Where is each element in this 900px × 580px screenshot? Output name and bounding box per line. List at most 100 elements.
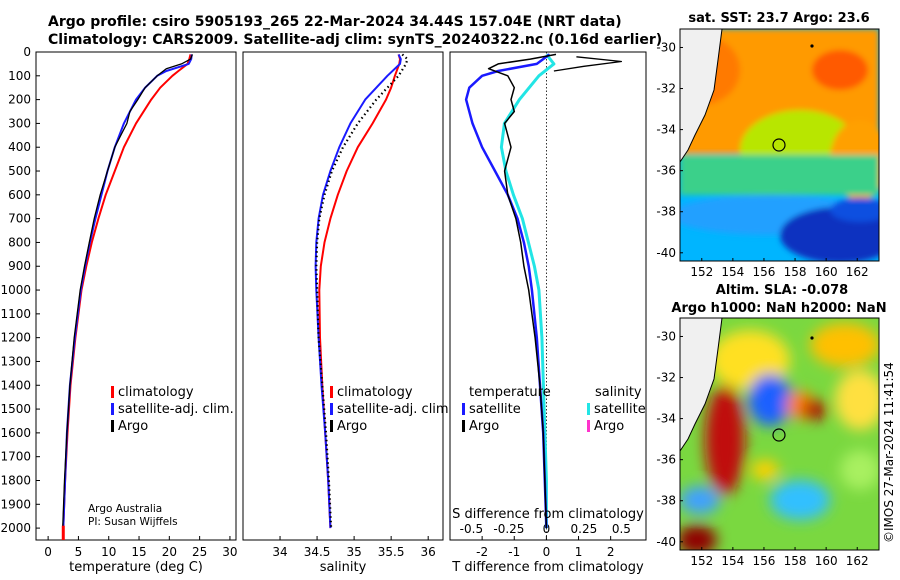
legend-label-s-argo: Argo <box>594 419 624 434</box>
temperature-xlabel: temperature (deg C) <box>69 560 203 575</box>
lon-tick-label: 152 <box>690 265 713 279</box>
legend-label-t-satellite: satellite <box>469 402 521 417</box>
t-difference-ticks: -2 -1 0 1 2 <box>476 536 614 559</box>
lon-tick-label: 152 <box>690 554 713 568</box>
legend-swatch-s-argo <box>587 420 590 432</box>
depth-tick-label: 1600 <box>0 426 31 440</box>
salinity-axes <box>242 51 444 541</box>
depth-tick-label: 1800 <box>0 473 31 487</box>
legend-swatch-climatology <box>111 386 114 398</box>
sst-map-title: sat. SST: 23.7 Argo: 23.6 <box>688 11 869 26</box>
series-s-argo-spike <box>553 56 623 72</box>
temperature-panel: 0100200300400500600700800900100011001200… <box>0 45 646 575</box>
legend-swatch-t-satellite <box>462 403 465 415</box>
difference-legend: temperature salinity satellite Argo sate… <box>462 385 646 434</box>
depth-tick-label: 2000 <box>0 521 31 535</box>
t-difference-tick-label: -1 <box>508 545 520 559</box>
temperature-legend: climatology satellite-adj. clim. Argo <box>111 385 234 434</box>
depth-tick-label: 1400 <box>0 378 31 392</box>
depth-tick-label: 1900 <box>0 497 31 511</box>
lon-tick-label: 156 <box>753 554 776 568</box>
t-difference-tick-label: 1 <box>575 545 583 559</box>
lat-tick-label: -40 <box>656 246 676 260</box>
temperature-axes <box>35 51 237 541</box>
salinity-legend: climatology satellite-adj. clim. Argo <box>330 385 453 434</box>
legend-label-argo: Argo <box>337 419 367 434</box>
difference-axes <box>449 51 647 541</box>
depth-tick-label: 100 <box>8 69 31 83</box>
lat-tick-label: -38 <box>656 494 676 508</box>
s-difference-tick-label: 0.5 <box>612 522 631 536</box>
lat-tick-label: -36 <box>656 453 676 467</box>
salinity-tick-label: 34 <box>272 545 287 559</box>
s-difference-tick-label: -0.5 <box>460 522 483 536</box>
sst-field <box>680 29 879 261</box>
t-difference-tick-label: 0 <box>543 545 551 559</box>
legend-label-s-satellite: satellite <box>594 402 646 417</box>
legend-label-t-argo: Argo <box>469 419 499 434</box>
legend-swatch-argo <box>111 420 114 432</box>
depth-tick-label: 900 <box>8 259 31 273</box>
temperature-tick-label: 0 <box>44 545 52 559</box>
depth-tick-label: 1300 <box>0 354 31 368</box>
depth-tick-label: 600 <box>8 188 31 202</box>
sla-map-title-2: Argo h1000: NaN h2000: NaN <box>671 301 886 316</box>
salinity-tick-label: 35.5 <box>378 545 405 559</box>
sst-map-panel: sat. SST: 23.7 Argo: 23.6 152 154 156 158 16… <box>656 11 880 279</box>
lat-tick-label: -30 <box>656 40 676 54</box>
lon-tick-label: 162 <box>846 265 869 279</box>
s-difference-tick-label: -0.25 <box>493 522 524 536</box>
legend-swatch-satellite <box>111 403 114 415</box>
legend-label-satellite: satellite-adj. clim. <box>118 402 234 417</box>
series-s-satellite <box>499 53 556 529</box>
depth-tick-label: 1700 <box>0 450 31 464</box>
series-t-argo <box>487 53 557 529</box>
temperature-tick-label: 20 <box>162 545 177 559</box>
salinity-panel: 34 34.5 35 35.5 36 salinity climatology sate… <box>242 51 453 575</box>
series-argo <box>62 54 194 529</box>
depth-tick-label: 300 <box>8 116 31 130</box>
t-difference-tick-label: -2 <box>476 545 488 559</box>
difference-panel: -2 -1 0 1 2 -0.5 -0.25 0 0.25 0.5 S difference f… <box>449 51 647 575</box>
lat-tick-label: -32 <box>656 82 676 96</box>
salinity-series <box>314 53 409 529</box>
legend-header-salinity: salinity <box>595 385 642 400</box>
lat-tick-label: -34 <box>656 123 676 137</box>
lon-tick-label: 162 <box>846 554 869 568</box>
sla-map-ticks: 152 154 156 158 160 162 -30 -32 -34 -36 -38 -40 <box>656 329 868 568</box>
legend-swatch-t-argo <box>462 420 465 432</box>
depth-tick-label: 800 <box>8 235 31 249</box>
legend-label-climatology: climatology <box>337 385 413 400</box>
difference-series <box>464 53 623 529</box>
legend-swatch-satellite <box>330 403 333 415</box>
temperature-tick-label: 5 <box>75 545 83 559</box>
depth-tick-label: 500 <box>8 164 31 178</box>
lat-tick-label: -38 <box>656 205 676 219</box>
salinity-xlabel: salinity <box>320 560 367 575</box>
sst-float-marker <box>772 138 786 152</box>
figure-title-line1: Argo profile: csiro 5905193_265 22-Mar-2… <box>48 14 622 30</box>
series-satellite <box>314 53 402 529</box>
temperature-tick-label: 15 <box>131 545 146 559</box>
lon-tick-label: 158 <box>784 554 807 568</box>
t-difference-tick-label: 2 <box>607 545 615 559</box>
legend-header-temperature: temperature <box>469 385 551 400</box>
sst-map-ticks: 152 154 156 158 160 162 -30 -32 -34 -36 -38 -40 <box>656 40 868 279</box>
salinity-tick-label: 35 <box>346 545 361 559</box>
temperature-series <box>61 54 194 540</box>
temperature-tick-label: 10 <box>101 545 116 559</box>
temperature-tick-label: 25 <box>192 545 207 559</box>
depth-tick-label: 1500 <box>0 402 31 416</box>
sla-field <box>680 318 879 550</box>
depth-tick-label: 1100 <box>0 307 31 321</box>
imos-timestamp: ©IMOS 27-Mar-2024 11:41:54 <box>882 362 896 543</box>
sla-float-marker <box>772 428 786 442</box>
sla-map-panel: Altim. SLA: -0.078 Argo h1000: NaN h2000… <box>656 283 886 568</box>
t-difference-xlabel: T difference from climatology <box>451 560 644 575</box>
lat-tick-label: -40 <box>656 535 676 549</box>
lon-tick-label: 154 <box>721 554 744 568</box>
lat-tick-label: -34 <box>656 412 676 426</box>
temperature-tick-label: 30 <box>222 545 237 559</box>
depth-tick-label: 1200 <box>0 331 31 345</box>
lon-tick-label: 160 <box>815 265 838 279</box>
